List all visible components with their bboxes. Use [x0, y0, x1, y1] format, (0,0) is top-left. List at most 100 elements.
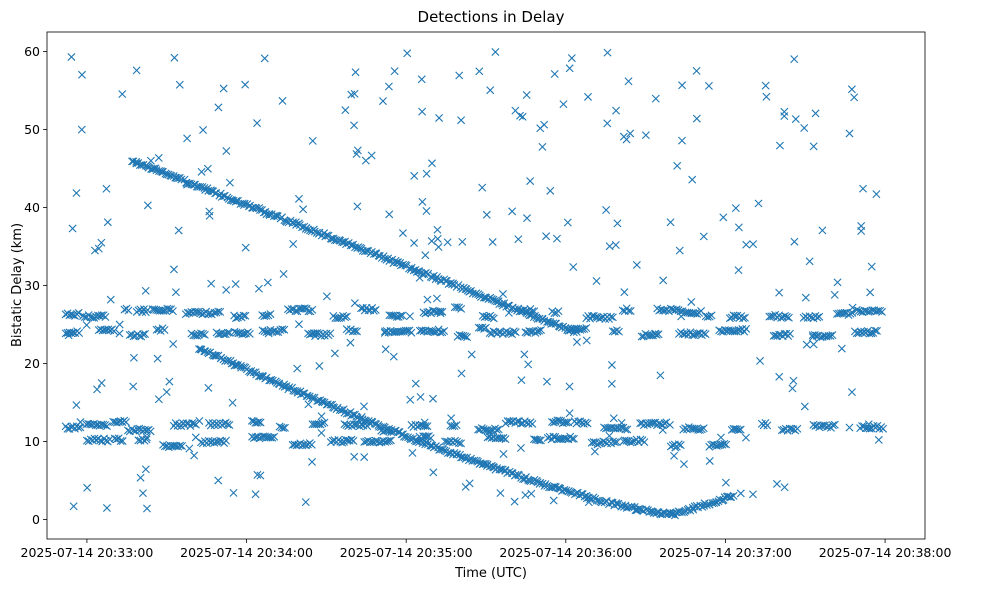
data-point	[828, 421, 837, 430]
data-point	[805, 257, 814, 266]
data-point	[736, 489, 745, 498]
data-point	[605, 431, 614, 440]
y-tick-label: 40	[24, 200, 40, 215]
data-point	[426, 434, 435, 443]
data-point	[658, 426, 667, 435]
y-tick-label: 20	[24, 356, 40, 371]
data-point	[254, 284, 263, 293]
data-point	[214, 476, 223, 485]
data-point	[565, 382, 574, 391]
data-point	[740, 313, 749, 322]
data-point	[511, 470, 520, 479]
data-point	[580, 325, 589, 333]
data-point	[291, 307, 300, 316]
data-point	[301, 498, 310, 507]
data-point	[230, 361, 239, 370]
data-point	[830, 420, 839, 429]
data-point	[270, 432, 279, 441]
data-point	[676, 441, 685, 450]
data-point	[748, 490, 757, 499]
data-point	[369, 306, 378, 315]
data-point	[546, 186, 555, 195]
data-point	[241, 80, 250, 89]
data-point	[488, 238, 497, 247]
data-point	[299, 389, 308, 398]
data-point	[260, 54, 269, 63]
data-point	[451, 436, 460, 445]
data-point	[640, 438, 649, 447]
data-point	[641, 131, 650, 140]
data-point	[660, 419, 669, 428]
data-point	[662, 418, 671, 427]
data-point	[338, 238, 346, 247]
data-point	[818, 226, 827, 235]
data-point	[103, 218, 112, 227]
data-point	[332, 236, 341, 245]
data-point	[833, 278, 842, 287]
data-point	[582, 324, 591, 332]
data-point	[183, 134, 192, 143]
data-point	[678, 81, 687, 90]
data-point	[403, 49, 412, 58]
data-point	[322, 292, 331, 301]
data-point	[477, 424, 486, 433]
data-point	[559, 100, 568, 109]
data-point	[516, 444, 525, 452]
y-tick-label: 60	[24, 44, 40, 59]
data-point	[216, 307, 225, 316]
data-point	[543, 317, 552, 326]
data-point	[809, 340, 818, 349]
data-point	[581, 418, 590, 427]
data-point	[69, 502, 78, 511]
data-point	[790, 237, 799, 246]
data-point	[312, 228, 321, 237]
data-point	[612, 106, 621, 115]
data-point	[346, 241, 355, 250]
data-point	[415, 273, 424, 282]
data-point	[101, 313, 110, 321]
data-point	[465, 479, 474, 488]
data-point	[729, 491, 738, 500]
data-point	[705, 456, 714, 465]
data-point	[229, 488, 238, 497]
y-tick-label: 50	[24, 122, 40, 137]
data-point	[866, 288, 875, 297]
data-point	[584, 498, 593, 507]
data-point	[357, 244, 366, 253]
data-point	[420, 418, 429, 427]
data-point	[280, 423, 289, 432]
data-point	[384, 82, 393, 91]
data-point	[490, 463, 499, 472]
data-point	[879, 424, 888, 433]
data-point	[225, 421, 234, 429]
data-point	[261, 208, 270, 217]
data-point	[535, 314, 544, 323]
data-point	[410, 171, 419, 180]
data-point	[455, 439, 464, 448]
data-point	[78, 70, 86, 79]
data-point	[136, 473, 145, 482]
data-point	[632, 260, 641, 269]
data-point	[491, 296, 500, 305]
data-point	[498, 290, 507, 299]
data-point	[418, 107, 427, 116]
data-point	[461, 332, 470, 341]
data-point	[785, 329, 794, 338]
data-point	[316, 420, 325, 429]
data-point	[64, 331, 73, 340]
data-point	[622, 135, 631, 144]
data-point	[429, 394, 437, 403]
data-point	[318, 398, 327, 407]
data-point	[165, 377, 174, 386]
data-point	[782, 312, 791, 321]
data-point	[606, 312, 615, 321]
data-point	[353, 146, 362, 155]
data-point	[360, 247, 369, 256]
data-point	[287, 305, 296, 314]
data-point	[97, 379, 106, 388]
data-point	[549, 496, 558, 505]
data-point	[536, 124, 545, 133]
data-point	[533, 435, 542, 444]
data-point	[368, 418, 377, 427]
data-point	[96, 436, 105, 445]
